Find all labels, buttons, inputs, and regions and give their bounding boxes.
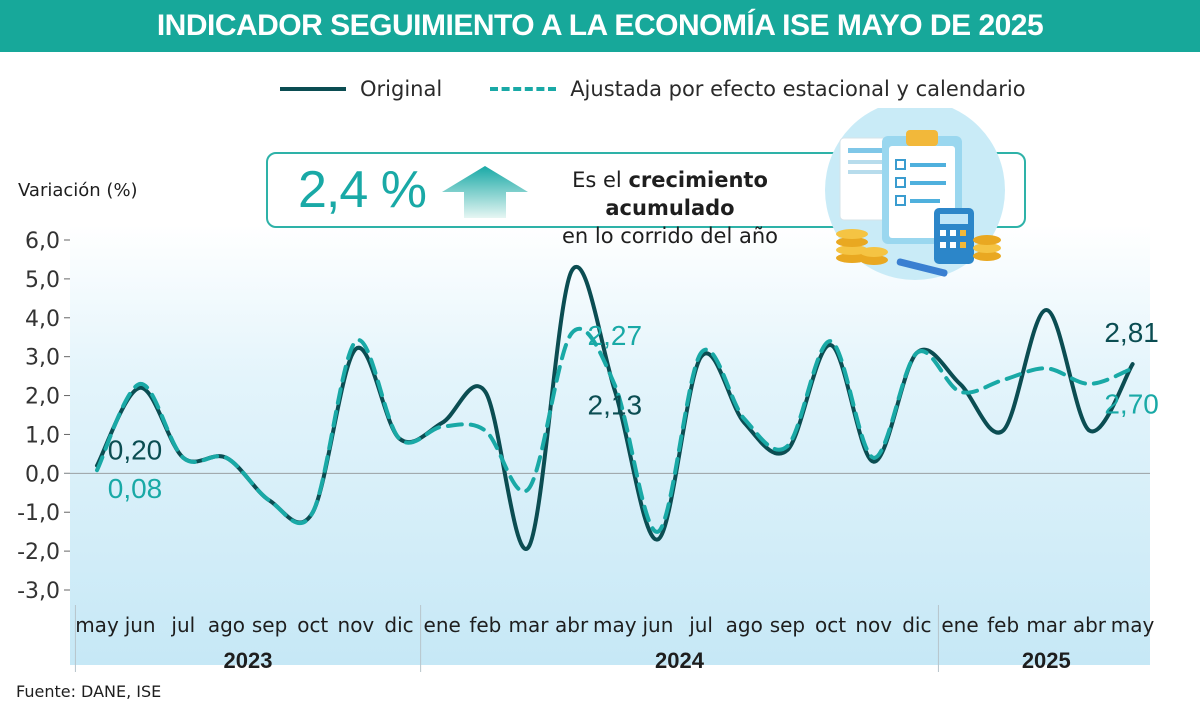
series-line-adjusted (95, 326, 1135, 534)
x-tick-label: may (1111, 613, 1155, 637)
y-tick-label: 0,0 (25, 462, 60, 487)
legend-solid-line-icon (280, 87, 346, 91)
x-tick-label: jun (641, 613, 673, 637)
x-tick-label: dic (384, 613, 413, 637)
data-label: 2,27 (588, 320, 643, 351)
x-tick-label: mar (1026, 613, 1067, 637)
y-tick-label: 6,0 (25, 229, 60, 254)
x-tick-label: ago (208, 613, 245, 637)
legend-label-adjusted: Ajustada por efecto estacional y calenda… (570, 77, 1026, 101)
year-label: 2025 (1022, 648, 1071, 673)
up-arrow-icon (442, 166, 528, 218)
data-label: 2,13 (588, 390, 643, 421)
legend: Original Ajustada por efecto estacional … (280, 74, 1074, 104)
x-tick-label: mar (509, 613, 550, 637)
x-tick-label: nov (855, 613, 892, 637)
x-tick-label: sep (770, 613, 805, 637)
x-tick-label: feb (469, 613, 501, 637)
y-tick-label: -2,0 (17, 540, 60, 565)
x-tick-label: feb (987, 613, 1019, 637)
y-tick-label: 3,0 (25, 346, 60, 371)
data-label: 0,08 (108, 473, 163, 504)
x-tick-label: dic (902, 613, 931, 637)
y-tick-label: 5,0 (25, 268, 60, 293)
y-tick-label: 4,0 (25, 307, 60, 332)
year-label: 2024 (655, 648, 705, 673)
kpi-text-after: en lo corrido del año (561, 224, 779, 248)
series-lines (95, 265, 1135, 551)
y-tick-label: 2,0 (25, 385, 60, 410)
x-tick-label: jul (688, 613, 713, 637)
x-tick-label: nov (338, 613, 375, 637)
data-label: 2,81 (1104, 317, 1159, 348)
x-tick-label: sep (252, 613, 287, 637)
x-axis: may jun jul ago sep oct nov dic ene feb mar abr may j… (74, 605, 1155, 673)
y-tick-label: 1,0 (25, 423, 60, 448)
plot-background (70, 225, 1150, 665)
x-tick-label: jun (124, 613, 156, 637)
y-tick-label: -3,0 (17, 579, 60, 604)
x-tick-label: oct (815, 613, 846, 637)
x-tick-label: ene (941, 613, 978, 637)
kpi-text-before: Es el (572, 168, 629, 192)
y-axis-title: Variación (%) (18, 180, 138, 201)
source-note: Fuente: DANE, ISE (16, 682, 162, 701)
kpi-description: Es el crecimiento acumulado en lo corrid… (540, 166, 800, 250)
x-tick-label: jul (170, 613, 195, 637)
x-tick-label: abr (1073, 613, 1107, 637)
y-axis: 6,0 5,0 4,0 3,0 2,0 1,0 0,0 -1,0 -2,0 -3,0 (17, 229, 1150, 604)
kpi-value: 2,4 % (298, 161, 427, 219)
data-labels: 0,20 0,08 2,27 2,13 2,81 2,70 (108, 317, 1159, 504)
x-tick-label: ene (424, 613, 461, 637)
legend-item-adjusted: Ajustada por efecto estacional y calenda… (490, 77, 1026, 101)
y-tick-label: -1,0 (17, 501, 60, 526)
legend-dashed-line-icon (490, 87, 557, 91)
data-label: 2,70 (1104, 388, 1159, 419)
x-tick-label: abr (555, 613, 589, 637)
title-bar: INDICADOR SEGUIMIENTO A LA ECONOMÍA ISE … (0, 0, 1200, 52)
kpi-text-bold: crecimiento acumulado (605, 168, 768, 220)
x-tick-label: oct (297, 613, 328, 637)
legend-label-original: Original (360, 77, 443, 101)
clipboard-calculator-icon (825, 108, 1005, 280)
data-label: 0,20 (108, 435, 163, 466)
x-tick-label: ago (726, 613, 763, 637)
x-tick-label: may (593, 613, 637, 637)
year-label: 2023 (224, 648, 273, 673)
x-tick-label: may (75, 613, 119, 637)
legend-item-original: Original (280, 77, 442, 101)
chart-title: INDICADOR SEGUIMIENTO A LA ECONOMÍA ISE … (156, 9, 1044, 42)
